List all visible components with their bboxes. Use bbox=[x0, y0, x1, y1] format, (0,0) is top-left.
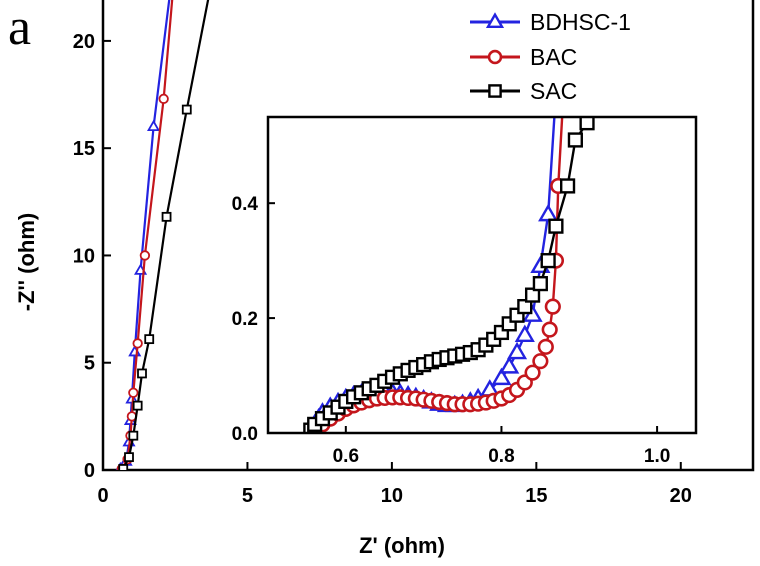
legend: BDHSC-1 BAC SAC bbox=[470, 9, 631, 104]
main-data-point bbox=[124, 452, 134, 463]
main-data-point bbox=[181, 104, 192, 115]
y-axis-title: -Z'' (ohm) bbox=[14, 213, 39, 311]
inset-y-tick-label: 0.2 bbox=[232, 309, 258, 330]
inset-data-point bbox=[560, 178, 576, 194]
main-x-tick-label: 20 bbox=[670, 485, 692, 507]
main-data-point bbox=[128, 430, 139, 441]
inset-data-point bbox=[548, 218, 564, 234]
main-y-tick-label: 5 bbox=[84, 353, 95, 375]
inset-data-point bbox=[517, 299, 533, 315]
main-series-sac bbox=[118, 0, 210, 470]
inset-series-layer bbox=[302, 117, 595, 433]
main-data-point bbox=[161, 211, 172, 222]
inset-data-point bbox=[579, 117, 595, 131]
inset-x-tick-label: 1.0 bbox=[644, 446, 670, 467]
main-data-point bbox=[132, 400, 143, 411]
inset-data-point bbox=[540, 253, 556, 269]
x-axis-title: Z' (ohm) bbox=[359, 533, 445, 558]
inset-data-point bbox=[491, 367, 512, 386]
inset-y-tick-label: 0.4 bbox=[232, 194, 259, 215]
main-x-tick-label: 5 bbox=[242, 485, 253, 507]
inset-x-tick-label: 0.6 bbox=[333, 446, 359, 467]
inset-background bbox=[268, 117, 696, 433]
inset-data-point bbox=[544, 298, 561, 315]
main-y-tick-label: 10 bbox=[73, 245, 95, 267]
main-data-point bbox=[158, 93, 169, 104]
main-y-tick-label: 20 bbox=[73, 31, 95, 53]
inset-x-tick-label: 0.8 bbox=[488, 446, 514, 467]
inset-data-point bbox=[538, 203, 559, 222]
main-series-line bbox=[119, 0, 171, 470]
main-x-tick-label: 0 bbox=[97, 485, 108, 507]
main-axis-ticks: 0 5 10 15 20 0 5 10 15 20 bbox=[73, 31, 692, 507]
inset-series-sac bbox=[303, 117, 595, 433]
legend-marker bbox=[488, 84, 502, 98]
inset-data-point bbox=[532, 276, 548, 292]
legend-entry-sac: SAC bbox=[470, 78, 577, 104]
inset-y-tick-label: 0.0 bbox=[232, 424, 258, 445]
main-data-point bbox=[128, 387, 139, 398]
main-data-point bbox=[146, 119, 161, 132]
panel-letter: a bbox=[8, 0, 31, 56]
legend-label: BDHSC-1 bbox=[530, 9, 631, 35]
main-data-point bbox=[139, 250, 151, 261]
main-data-point bbox=[144, 334, 155, 345]
inset-data-point bbox=[506, 341, 528, 360]
inset-plot-frame bbox=[266, 115, 698, 435]
inset-data-point bbox=[514, 324, 535, 342]
legend-marker bbox=[485, 12, 505, 28]
main-data-point bbox=[118, 464, 129, 470]
inset-data-point bbox=[524, 287, 541, 303]
main-y-tick-label: 0 bbox=[84, 460, 95, 482]
main-y-tick-label: 15 bbox=[73, 138, 95, 160]
main-data-point bbox=[132, 338, 143, 349]
inset-axis-ticks: 0.6 0.8 1.0 0.0 0.2 0.4 bbox=[232, 194, 671, 467]
main-series-layer bbox=[115, 0, 210, 470]
inset-data-point bbox=[524, 364, 541, 381]
inset-data-point bbox=[532, 353, 549, 370]
legend-label: SAC bbox=[530, 78, 577, 104]
inset-data-point bbox=[567, 132, 583, 148]
legend-label: BAC bbox=[530, 44, 577, 70]
main-x-tick-label: 15 bbox=[525, 485, 547, 507]
legend-marker bbox=[487, 49, 503, 65]
main-plot-frame bbox=[101, 0, 755, 472]
inset-data-point bbox=[537, 338, 554, 355]
main-data-point bbox=[137, 368, 147, 379]
legend-entry-bac: BAC bbox=[470, 44, 577, 70]
inset-data-point bbox=[541, 321, 558, 338]
inset-data-point bbox=[499, 356, 520, 374]
legend-entry-bdhsc-1: BDHSC-1 bbox=[470, 9, 631, 35]
main-x-tick-label: 10 bbox=[381, 485, 403, 507]
